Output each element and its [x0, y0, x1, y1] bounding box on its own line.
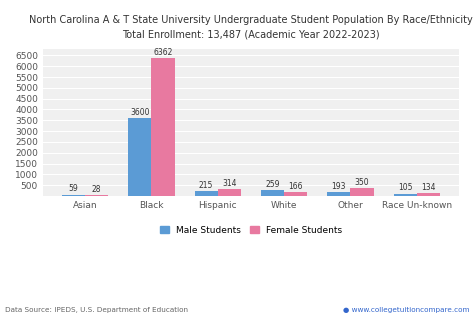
Bar	[194, 191, 218, 196]
Text: 105: 105	[398, 184, 412, 192]
Bar	[261, 191, 284, 196]
Text: 28: 28	[92, 185, 101, 194]
Text: 166: 166	[289, 182, 303, 191]
Text: 193: 193	[332, 182, 346, 191]
Text: Data Source: IPEDS, U.S. Department of Education: Data Source: IPEDS, U.S. Department of E…	[5, 307, 188, 313]
Text: 6362: 6362	[153, 48, 173, 57]
Text: 350: 350	[355, 178, 369, 187]
Bar	[284, 192, 307, 196]
Bar	[417, 193, 440, 196]
Text: ● www.collegetuitioncompare.com: ● www.collegetuitioncompare.com	[343, 307, 469, 313]
Text: 3600: 3600	[130, 108, 149, 117]
Bar	[327, 192, 350, 196]
Text: 59: 59	[69, 185, 78, 193]
Bar	[128, 118, 151, 196]
Text: 134: 134	[421, 183, 436, 192]
Legend: Male Students, Female Students: Male Students, Female Students	[156, 222, 346, 239]
Text: 259: 259	[265, 180, 280, 189]
Bar	[85, 195, 108, 196]
Bar	[62, 195, 85, 196]
Bar	[393, 194, 417, 196]
Text: 215: 215	[199, 181, 213, 190]
Title: North Carolina A & T State University Undergraduate Student Population By Race/E: North Carolina A & T State University Un…	[29, 15, 473, 40]
Bar	[218, 189, 241, 196]
Bar	[151, 58, 174, 196]
Bar	[350, 188, 374, 196]
Text: 314: 314	[222, 179, 237, 188]
